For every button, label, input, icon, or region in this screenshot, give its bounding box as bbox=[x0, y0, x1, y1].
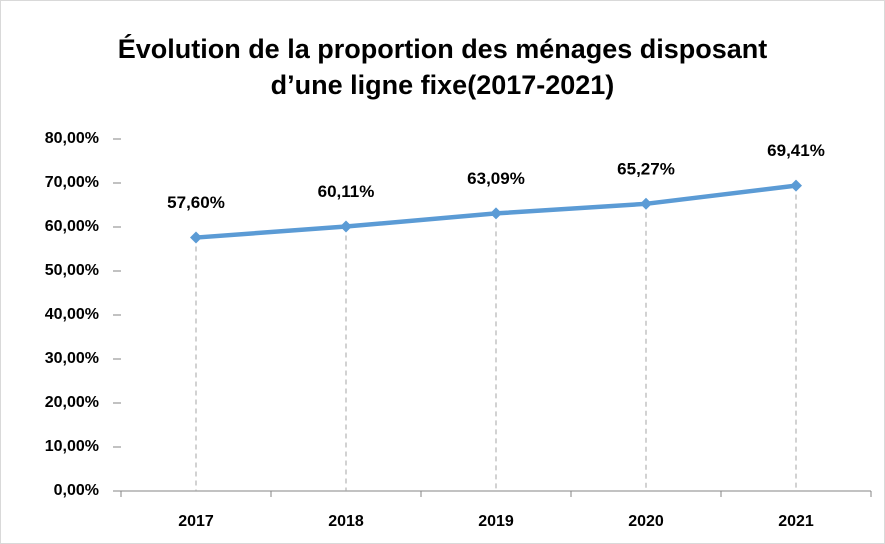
data-label: 60,11% bbox=[318, 182, 375, 201]
marker bbox=[640, 197, 652, 210]
marker bbox=[790, 179, 802, 192]
data-label: 57,60% bbox=[167, 193, 225, 212]
y-tick-label: 10,00% bbox=[45, 438, 99, 455]
marker bbox=[190, 231, 202, 244]
x-tick-label: 2020 bbox=[628, 513, 664, 530]
marker bbox=[490, 207, 502, 220]
y-tick-label: 80,00% bbox=[45, 130, 99, 147]
y-tick-label: 30,00% bbox=[45, 350, 99, 367]
y-tick-label: 60,00% bbox=[45, 218, 99, 235]
data-label: 63,09% bbox=[467, 169, 525, 188]
y-tick-label: 0,00% bbox=[54, 482, 99, 499]
y-tick-label: 50,00% bbox=[45, 262, 99, 279]
y-tick-label: 70,00% bbox=[45, 174, 99, 191]
x-tick-label: 2017 bbox=[178, 513, 214, 530]
x-tick-label: 2018 bbox=[328, 513, 364, 530]
x-tick-label: 2019 bbox=[478, 513, 514, 530]
data-label: 65,27% bbox=[617, 159, 675, 178]
y-tick-label: 40,00% bbox=[45, 306, 99, 323]
marker bbox=[340, 220, 352, 233]
y-tick-label: 20,00% bbox=[45, 394, 99, 411]
data-label: 69,41% bbox=[767, 141, 825, 160]
chart-title: Évolution de la proportion des ménages d… bbox=[117, 34, 768, 100]
x-tick-label: 2021 bbox=[778, 513, 814, 530]
title-box: Évolution de la proportion des ménages d… bbox=[1, 31, 884, 103]
